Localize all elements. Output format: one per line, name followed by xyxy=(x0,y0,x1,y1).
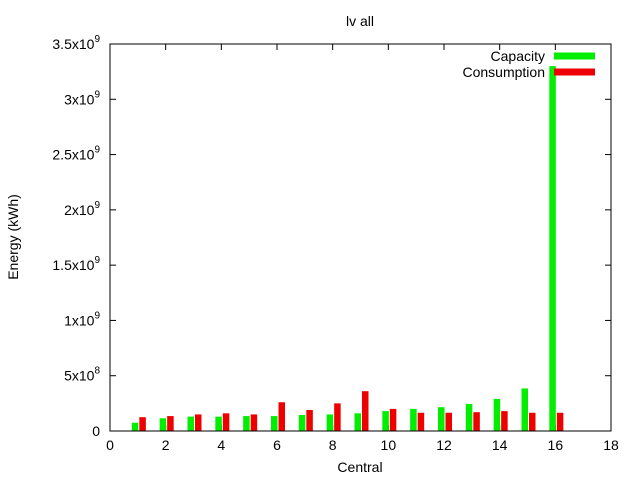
bar-capacity xyxy=(271,416,278,431)
y-tick-label-base: 5x10 xyxy=(64,368,95,384)
y-tick-label-exponent: 9 xyxy=(94,255,100,266)
bar-consumption xyxy=(306,409,313,431)
bar-consumption xyxy=(334,403,341,431)
y-tick-label-base: 2.5x10 xyxy=(52,147,94,163)
y-tick-label: 3.5x109 xyxy=(52,34,100,52)
bar-capacity xyxy=(354,413,361,431)
bar-consumption xyxy=(167,416,174,431)
legend-label: Capacity xyxy=(491,48,545,64)
x-tick-label: 16 xyxy=(548,437,564,453)
x-tick-label: 0 xyxy=(106,437,114,453)
y-axis-label: Energy (kWh) xyxy=(5,194,21,280)
bar-capacity xyxy=(521,388,528,431)
bar-consumption xyxy=(417,412,425,431)
bar-consumption xyxy=(278,402,285,431)
bar-capacity xyxy=(493,398,501,431)
y-tick-label-base: 3.5x10 xyxy=(52,36,94,52)
legend-label: Consumption xyxy=(463,64,546,80)
bar-capacity xyxy=(159,418,167,431)
bar-consumption xyxy=(445,412,452,431)
x-tick-label: 18 xyxy=(603,437,619,453)
y-tick-label-base: 3x10 xyxy=(64,91,95,107)
bar-consumption xyxy=(195,414,202,431)
bar-consumption xyxy=(473,412,480,431)
y-tick-label: 0 xyxy=(92,423,100,439)
bar-capacity xyxy=(465,403,473,431)
bar-consumption xyxy=(250,414,258,431)
bar-consumption xyxy=(362,391,369,431)
chart-title: lv all xyxy=(346,13,374,29)
y-tick-label: 2x109 xyxy=(64,200,100,218)
x-tick-label: 10 xyxy=(381,437,397,453)
y-tick-label: 1x109 xyxy=(64,310,100,328)
bar-consumption xyxy=(501,411,508,431)
y-tick-label: 5x108 xyxy=(64,366,100,384)
x-tick-label: 2 xyxy=(162,437,170,453)
x-tick-label: 12 xyxy=(436,437,452,453)
bar-consumption xyxy=(529,412,536,431)
bar-capacity xyxy=(382,411,389,431)
bar-consumption xyxy=(389,408,397,431)
bar-capacity xyxy=(131,422,139,431)
x-tick-label: 4 xyxy=(217,437,225,453)
bar-capacity xyxy=(438,407,445,431)
y-tick-label: 1.5x109 xyxy=(52,255,100,273)
bar-consumption xyxy=(222,413,230,431)
y-tick-label: 2.5x109 xyxy=(52,145,100,163)
x-tick-label: 8 xyxy=(329,437,337,453)
y-tick-label-base: 2x10 xyxy=(64,202,95,218)
y-tick-label-base: 0 xyxy=(92,423,100,439)
y-tick-label-exponent: 9 xyxy=(94,89,100,100)
bar-consumption xyxy=(556,412,564,431)
bar-capacity xyxy=(326,414,334,431)
y-tick-label-base: 1x10 xyxy=(64,312,95,328)
bar-capacity xyxy=(243,416,250,431)
y-tick-label: 3x109 xyxy=(64,89,100,107)
bar-capacity xyxy=(410,408,417,431)
y-tick-label-exponent: 9 xyxy=(94,145,100,156)
x-axis-label: Central xyxy=(337,459,382,475)
x-tick-label: 6 xyxy=(273,437,281,453)
bar-capacity xyxy=(215,416,222,431)
bar-capacity xyxy=(549,66,556,431)
plot-area: 0 2 4 6 8 10 12 14 16 1805x1081x1091.5x1092x1092.… xyxy=(52,34,619,453)
bar-consumption xyxy=(139,417,146,431)
y-tick-label-exponent: 9 xyxy=(94,200,100,211)
bar-capacity xyxy=(187,416,194,431)
y-tick-label-exponent: 9 xyxy=(94,34,100,45)
legend-swatch xyxy=(554,68,595,76)
y-tick-label-base: 1.5x10 xyxy=(52,257,94,273)
y-tick-label-exponent: 9 xyxy=(94,310,100,321)
legend-swatch xyxy=(554,52,595,60)
x-tick-label: 14 xyxy=(492,437,508,453)
y-tick-label-exponent: 8 xyxy=(94,366,100,377)
bar-capacity xyxy=(298,414,306,431)
plot-frame xyxy=(109,43,612,432)
